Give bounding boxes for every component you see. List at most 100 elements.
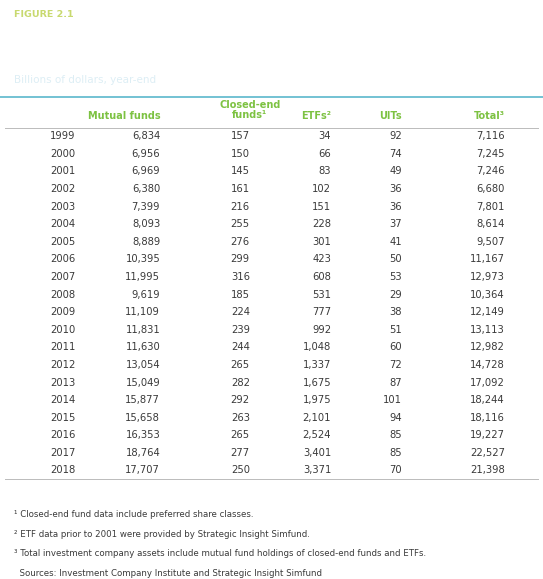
Text: Total³: Total³ [474, 111, 505, 121]
Text: 250: 250 [231, 466, 250, 475]
Text: 3,401: 3,401 [303, 448, 331, 458]
Text: 7,246: 7,246 [477, 167, 505, 177]
Text: 2,101: 2,101 [303, 413, 331, 423]
Text: FIGURE 2.1: FIGURE 2.1 [14, 10, 73, 19]
Text: 50: 50 [389, 254, 402, 265]
Text: 185: 185 [231, 290, 250, 299]
Text: 2013: 2013 [50, 378, 75, 387]
Text: 94: 94 [389, 413, 402, 423]
Text: 13,113: 13,113 [470, 325, 505, 335]
Text: 6,680: 6,680 [477, 184, 505, 194]
Text: 2005: 2005 [50, 237, 75, 247]
Text: 265: 265 [231, 360, 250, 370]
Text: Billions of dollars, year-end: Billions of dollars, year-end [14, 75, 156, 85]
Text: 74: 74 [389, 149, 402, 159]
Text: 2008: 2008 [50, 290, 75, 299]
Text: Investment Company Total Net Assets by Type: Investment Company Total Net Assets by T… [14, 35, 339, 48]
Text: 8,093: 8,093 [132, 219, 160, 229]
Text: 12,973: 12,973 [470, 272, 505, 282]
Text: 83: 83 [319, 167, 331, 177]
Text: 49: 49 [389, 167, 402, 177]
Text: 224: 224 [231, 307, 250, 317]
Text: 29: 29 [389, 290, 402, 299]
Text: 2004: 2004 [50, 219, 75, 229]
Text: ² ETF data prior to 2001 were provided by Strategic Insight Simfund.: ² ETF data prior to 2001 were provided b… [14, 530, 310, 539]
Text: 11,831: 11,831 [125, 325, 160, 335]
Text: 2009: 2009 [50, 307, 75, 317]
Text: 1999: 1999 [50, 131, 75, 141]
Text: 276: 276 [231, 237, 250, 247]
Text: 2,524: 2,524 [303, 430, 331, 440]
Text: 11,630: 11,630 [125, 342, 160, 353]
Text: ¹ Closed-end fund data include preferred share classes.: ¹ Closed-end fund data include preferred… [14, 510, 253, 519]
Text: 2012: 2012 [50, 360, 75, 370]
Text: 277: 277 [231, 448, 250, 458]
Text: 12,982: 12,982 [470, 342, 505, 353]
Text: 10,364: 10,364 [470, 290, 505, 299]
Text: 19,227: 19,227 [470, 430, 505, 440]
Text: ³ Total investment company assets include mutual fund holdings of closed-end fun: ³ Total investment company assets includ… [14, 549, 426, 558]
Text: 15,877: 15,877 [125, 395, 160, 405]
Text: 2011: 2011 [50, 342, 75, 353]
Text: 22,527: 22,527 [470, 448, 505, 458]
Text: 301: 301 [312, 237, 331, 247]
Text: 85: 85 [389, 430, 402, 440]
Text: 1,048: 1,048 [303, 342, 331, 353]
Text: 2010: 2010 [50, 325, 75, 335]
Text: 51: 51 [389, 325, 402, 335]
Text: 316: 316 [231, 272, 250, 282]
Text: 10,395: 10,395 [125, 254, 160, 265]
Text: 102: 102 [312, 184, 331, 194]
Text: 299: 299 [231, 254, 250, 265]
Text: 101: 101 [383, 395, 402, 405]
Text: 2018: 2018 [50, 466, 75, 475]
Text: 239: 239 [231, 325, 250, 335]
Text: 36: 36 [389, 201, 402, 212]
Text: 12,149: 12,149 [470, 307, 505, 317]
Text: 6,380: 6,380 [132, 184, 160, 194]
Text: 282: 282 [231, 378, 250, 387]
Text: 9,619: 9,619 [131, 290, 160, 299]
Text: 2001: 2001 [50, 167, 75, 177]
Text: 777: 777 [312, 307, 331, 317]
Text: Sources: Investment Company Institute and Strategic Insight Simfund: Sources: Investment Company Institute an… [14, 569, 321, 578]
Text: 15,658: 15,658 [125, 413, 160, 423]
Text: 244: 244 [231, 342, 250, 353]
Text: 14,728: 14,728 [470, 360, 505, 370]
Text: 6,969: 6,969 [131, 167, 160, 177]
Text: 216: 216 [231, 201, 250, 212]
Text: 85: 85 [389, 448, 402, 458]
Text: 1,675: 1,675 [302, 378, 331, 387]
Text: 992: 992 [312, 325, 331, 335]
Text: 6,834: 6,834 [132, 131, 160, 141]
Text: 7,399: 7,399 [132, 201, 160, 212]
Text: 34: 34 [319, 131, 331, 141]
Text: 37: 37 [389, 219, 402, 229]
Text: Mutual funds: Mutual funds [87, 111, 160, 121]
Text: 228: 228 [312, 219, 331, 229]
Text: 2006: 2006 [50, 254, 75, 265]
Text: 255: 255 [231, 219, 250, 229]
Text: 2016: 2016 [50, 430, 75, 440]
Text: 7,801: 7,801 [477, 201, 505, 212]
Text: 3,371: 3,371 [303, 466, 331, 475]
Text: 66: 66 [319, 149, 331, 159]
Text: 145: 145 [231, 167, 250, 177]
Text: 150: 150 [231, 149, 250, 159]
Text: 1,975: 1,975 [302, 395, 331, 405]
Text: 2014: 2014 [50, 395, 75, 405]
Text: 2003: 2003 [50, 201, 75, 212]
Text: UITs: UITs [379, 111, 402, 121]
Text: 87: 87 [389, 378, 402, 387]
Text: 263: 263 [231, 413, 250, 423]
Text: 72: 72 [389, 360, 402, 370]
Text: 18,244: 18,244 [470, 395, 505, 405]
Text: 17,707: 17,707 [125, 466, 160, 475]
Text: 92: 92 [389, 131, 402, 141]
Text: 13,054: 13,054 [125, 360, 160, 370]
Text: 2017: 2017 [50, 448, 75, 458]
Text: 11,167: 11,167 [470, 254, 505, 265]
Text: funds¹: funds¹ [232, 110, 267, 120]
Text: 70: 70 [389, 466, 402, 475]
Text: 8,614: 8,614 [477, 219, 505, 229]
